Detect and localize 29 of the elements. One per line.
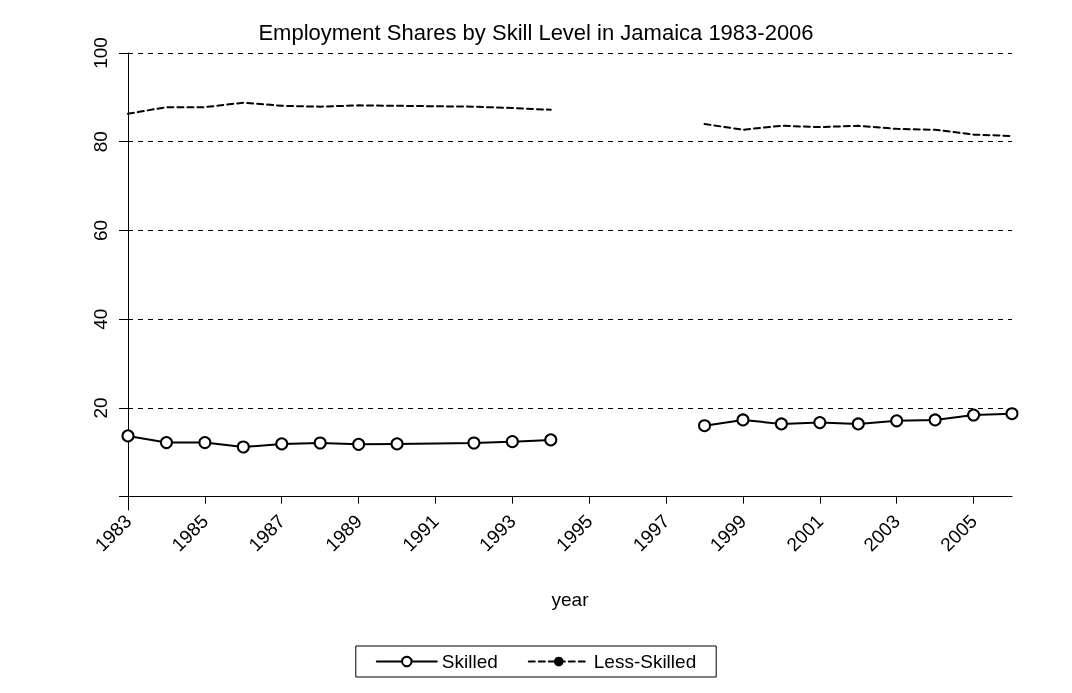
point <box>467 436 481 450</box>
point <box>736 413 750 427</box>
y-tick-label: 80 <box>90 131 111 153</box>
point <box>313 436 327 450</box>
legend-label: Skilled <box>441 651 498 672</box>
point <box>159 436 173 450</box>
y-tick-label: 40 <box>90 308 111 330</box>
x-axis-title: year <box>551 589 590 610</box>
y-tick-label: 100 <box>90 37 111 69</box>
point <box>698 419 712 433</box>
legend-label: Less-Skilled <box>593 651 697 672</box>
point <box>967 408 981 422</box>
point <box>390 437 404 451</box>
point <box>851 417 865 431</box>
point <box>928 413 942 427</box>
y-tick-label: 60 <box>90 219 111 242</box>
point <box>774 417 788 431</box>
point <box>236 440 250 454</box>
y-tick-label: 20 <box>90 397 111 419</box>
point <box>352 437 366 451</box>
point <box>890 414 904 428</box>
chart-title: Employment Shares by Skill Level in Jamaica 1983-2006 <box>258 19 814 45</box>
point <box>505 435 519 449</box>
point <box>1005 407 1019 421</box>
point <box>198 436 212 450</box>
point <box>275 437 289 451</box>
point <box>121 429 135 443</box>
point <box>813 416 827 430</box>
point <box>544 433 558 447</box>
